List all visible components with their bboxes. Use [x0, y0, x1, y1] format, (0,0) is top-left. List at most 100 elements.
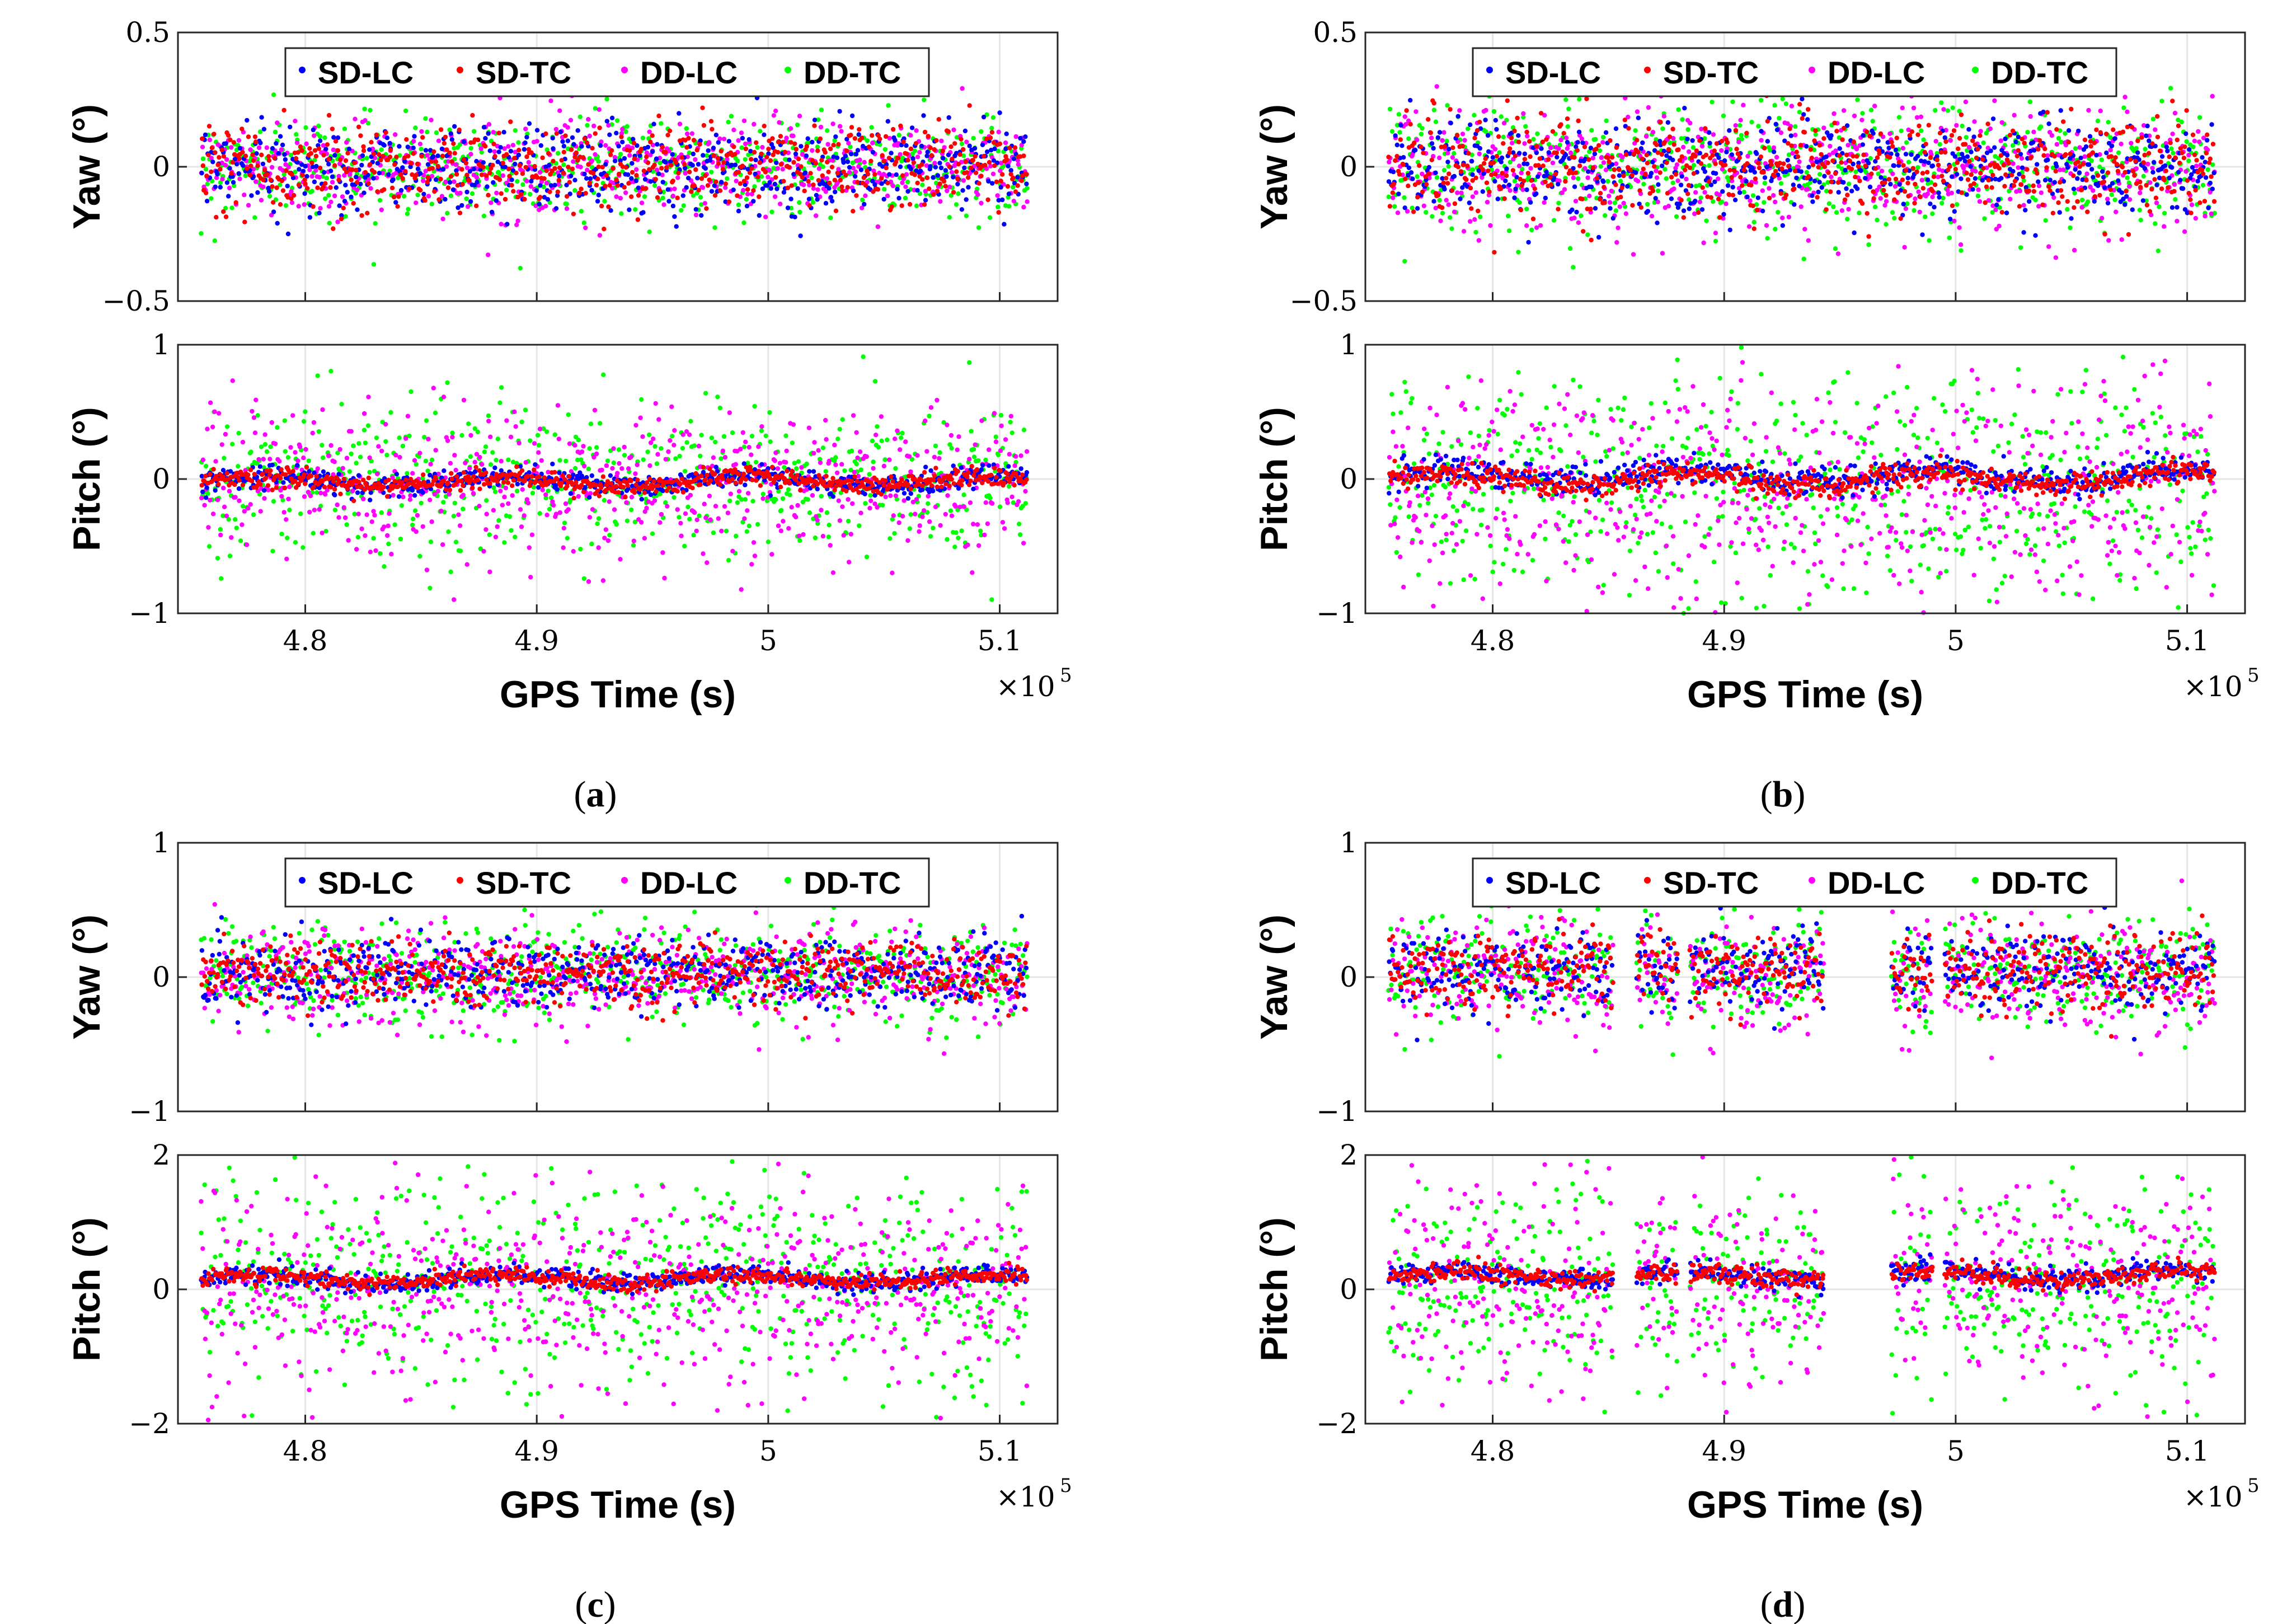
data-point: [264, 449, 270, 454]
data-point: [745, 191, 750, 196]
data-point: [908, 133, 913, 138]
data-point: [644, 505, 649, 511]
data-point: [754, 140, 759, 145]
data-point: [445, 159, 451, 164]
data-point: [564, 194, 570, 199]
data-point: [818, 124, 824, 130]
data-point: [210, 511, 216, 517]
data-point: [204, 485, 209, 490]
data-point: [537, 201, 542, 206]
data-point: [542, 475, 547, 480]
data-point: [332, 163, 337, 168]
data-point: [1021, 153, 1026, 158]
data-point: [568, 491, 573, 496]
data-point: [934, 397, 940, 403]
data-point: [221, 154, 227, 159]
data-point: [736, 202, 741, 208]
data-point: [619, 131, 624, 136]
data-point: [256, 457, 261, 462]
data-point: [255, 190, 260, 195]
data-point: [659, 446, 664, 451]
data-point: [634, 173, 639, 178]
data-point: [660, 144, 665, 149]
data-point: [366, 475, 371, 481]
data-point: [262, 442, 268, 447]
data-point: [478, 146, 483, 151]
data-point: [836, 498, 842, 503]
data-point: [224, 424, 230, 429]
data-point: [253, 179, 259, 184]
data-point: [205, 181, 210, 186]
data-point: [757, 194, 762, 199]
data-point: [976, 543, 981, 548]
data-point: [723, 185, 728, 190]
data-point: [585, 123, 590, 128]
data-point: [693, 167, 698, 172]
y-axis-title: Yaw (°): [65, 104, 108, 229]
data-point: [343, 158, 349, 163]
data-point: [960, 86, 965, 91]
data-point: [241, 504, 246, 509]
data-point: [889, 204, 894, 209]
data-point: [830, 494, 836, 499]
data-point: [858, 167, 864, 172]
data-point: [222, 504, 227, 509]
data-point: [419, 500, 424, 506]
data-point: [601, 372, 606, 377]
data-point: [581, 220, 587, 226]
data-point: [454, 474, 459, 479]
data-point: [419, 129, 424, 134]
data-point: [978, 528, 983, 533]
data-point: [532, 441, 537, 446]
data-point: [702, 501, 707, 506]
data-point: [848, 133, 853, 138]
data-point: [653, 401, 658, 406]
data-point: [846, 497, 851, 502]
data-point: [546, 151, 551, 156]
data-point: [924, 163, 929, 168]
data-point: [908, 486, 913, 491]
data-point: [284, 168, 289, 173]
data-point: [421, 472, 426, 477]
data-point: [848, 532, 854, 537]
data-point: [349, 429, 354, 434]
data-point: [964, 170, 970, 175]
data-point: [317, 507, 322, 512]
data-point: [508, 119, 513, 124]
data-point: [365, 121, 371, 126]
data-point: [923, 464, 928, 470]
data-point: [1025, 186, 1030, 191]
data-point: [807, 510, 813, 515]
data-point: [991, 481, 996, 486]
data-point: [829, 165, 835, 170]
data-point: [804, 153, 809, 158]
data-point: [286, 165, 291, 170]
data-point: [670, 179, 675, 184]
data-point: [494, 458, 499, 463]
data-point: [494, 198, 499, 203]
data-point: [311, 127, 316, 133]
data-point: [491, 180, 496, 185]
data-point: [854, 430, 859, 435]
data-point: [528, 575, 533, 580]
data-point: [755, 522, 760, 527]
data-point: [450, 434, 455, 440]
data-point: [981, 114, 987, 120]
data-point: [890, 570, 895, 575]
data-point: [647, 432, 652, 438]
data-point: [406, 153, 411, 159]
data-point: [832, 443, 837, 448]
data-point: [929, 153, 934, 158]
data-point: [579, 144, 584, 149]
data-point: [667, 128, 673, 133]
data-point: [316, 146, 322, 151]
data-point: [615, 471, 620, 476]
data-point: [312, 508, 317, 513]
data-point: [233, 517, 238, 522]
data-point: [683, 468, 688, 474]
data-point: [899, 477, 904, 482]
data-point: [231, 180, 236, 185]
data-point: [500, 503, 505, 508]
data-point: [1023, 134, 1028, 139]
data-point: [307, 167, 312, 172]
